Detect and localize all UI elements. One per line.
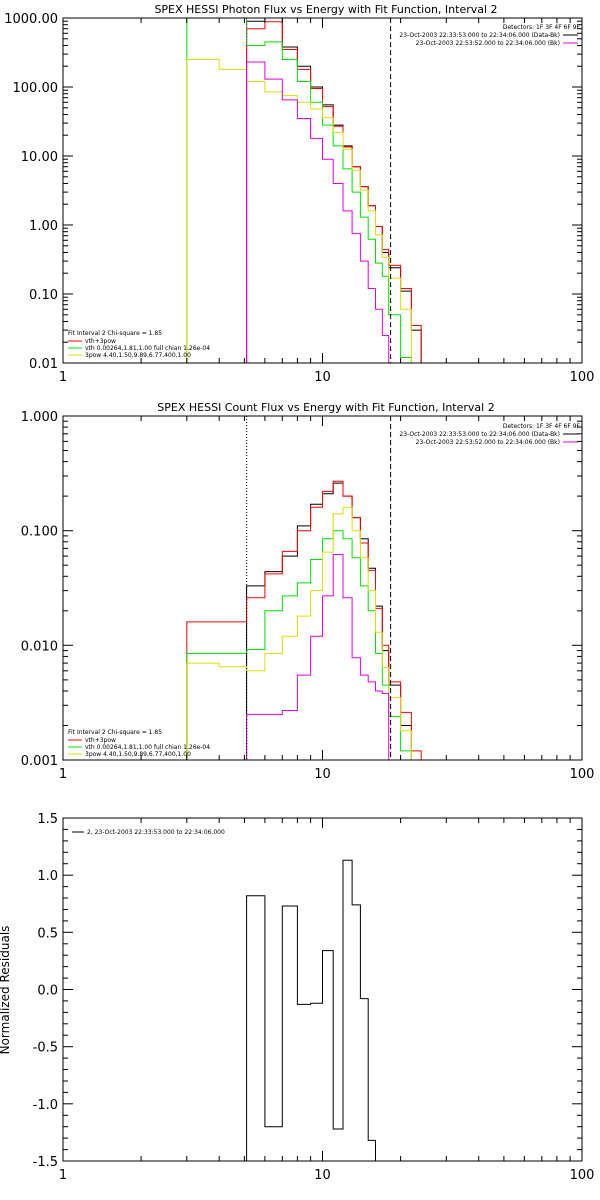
photon-y-tick-label: 10.00 xyxy=(21,150,58,165)
count-chart-title: SPEX HESSI Count Flux vs Energy with Fit… xyxy=(157,401,494,414)
count-series-black xyxy=(246,482,412,760)
count-legend-vth: vth 0.00264,1.81,1.00 full chian 1.26e-0… xyxy=(85,744,210,751)
photon-x-tick-label: 1 xyxy=(59,370,67,385)
photon-legend-pow: 3pow 4.40,1.50,9.89,6.77,400,1.00 xyxy=(85,352,191,359)
count-legend-pow: 3pow 4.40,1.50,9.89,6.77,400,1.00 xyxy=(85,751,191,758)
resid-plot-frame xyxy=(62,817,583,1162)
count-x-tick-label: 100 xyxy=(570,767,595,782)
photon-legend-total: vth+3pow xyxy=(85,338,116,345)
count-y-tick-label: 1.000 xyxy=(21,410,58,425)
count-series-red xyxy=(186,480,422,760)
resid-y-tick-label: -1.0 xyxy=(33,1098,58,1113)
resid-y-tick-label: 1.5 xyxy=(37,812,58,827)
photon-plot-frame xyxy=(62,17,583,364)
count-time-bk-label: 23-Oct-2003 22:53:52.000 to 22:34:06.000… xyxy=(416,439,560,446)
count-flux-panel: SPEX HESSI Count Flux vs Energy with Fit… xyxy=(21,401,595,782)
resid-y-tick-label: 0.5 xyxy=(37,926,58,941)
photon-y-tick-label: 0.01 xyxy=(29,357,58,372)
resid-x-tick-label: 100 xyxy=(570,1168,595,1183)
count-fit-info: Fit Interval 2 Chi-square = 1.85 xyxy=(68,729,162,736)
count-series-green xyxy=(186,530,412,760)
photon-time-data-label: 23-Oct-2003 22:33:53.000 to 22:34:06.000… xyxy=(399,32,560,39)
photon-x-tick-label: 10 xyxy=(314,370,331,385)
photon-y-tick-label: 0.10 xyxy=(29,288,58,303)
count-axes: 1 10 100 0.001 0.010 0.100 1.000 xyxy=(21,410,595,782)
count-data xyxy=(186,416,422,760)
photon-data xyxy=(186,18,422,363)
photon-flux-panel: SPEX HESSI Photon Flux vs Energy with Fi… xyxy=(4,3,594,385)
resid-series-black xyxy=(246,859,401,1161)
count-plot-frame xyxy=(62,415,583,761)
count-x-tick-label: 1 xyxy=(59,767,67,782)
photon-fit-info: Fit Interval 2 Chi-square = 1.85 xyxy=(68,330,162,337)
photon-y-tick-label: 100.00 xyxy=(13,81,59,96)
resid-x-tick-label: 10 xyxy=(314,1168,331,1183)
residuals-panel: 1 10 100 -1.5 -1.0 -0.5 0.0 0.5 1.0 1.5 Normalize… xyxy=(0,812,594,1183)
photon-detectors-label: Detectors: 1F 3F 4F 6F 9F xyxy=(503,24,581,31)
photon-time-bk-label: 23-Oct-2003 22:53:52.000 to 22:34:06.000… xyxy=(416,40,560,47)
count-series-yellow xyxy=(186,506,412,760)
photon-series-red xyxy=(246,21,422,363)
photon-chart-title: SPEX HESSI Photon Flux vs Energy with Fi… xyxy=(154,3,497,16)
count-y-tick-label: 0.001 xyxy=(21,754,58,769)
photon-y-tick-label: 1.00 xyxy=(29,219,58,234)
count-legend-total: vth+3pow xyxy=(85,737,116,744)
count-series-magenta xyxy=(246,554,390,760)
count-x-tick-label: 10 xyxy=(314,767,331,782)
count-time-data-label: 23-Oct-2003 22:33:53.000 to 22:34:06.000… xyxy=(399,431,560,438)
resid-data xyxy=(246,859,401,1161)
count-y-tick-label: 0.010 xyxy=(21,639,58,654)
count-detectors-label: Detectors: 1F 3F 4F 6F 9F xyxy=(503,423,581,430)
photon-series-magenta xyxy=(246,61,390,363)
photon-legend-vth: vth 0.00264,1.81,1.00 full chian 1.26e-0… xyxy=(85,345,210,352)
count-y-tick-label: 0.100 xyxy=(21,525,58,540)
photon-series-yellow xyxy=(186,59,412,363)
resid-y-axis-label: Normalized Residuals xyxy=(0,926,12,1055)
resid-legend-text: 2, 23-Oct-2003 22:33:53.000 to 22:34:06.… xyxy=(87,829,225,836)
resid-y-tick-label: 1.0 xyxy=(37,869,58,884)
photon-series-green xyxy=(186,18,412,363)
resid-y-tick-label: -1.5 xyxy=(33,1155,58,1170)
photon-x-tick-label: 100 xyxy=(570,370,595,385)
photon-series-black xyxy=(246,18,422,363)
resid-y-tick-label: 0.0 xyxy=(37,984,58,999)
resid-x-tick-label: 1 xyxy=(59,1168,67,1183)
photon-axes: 1 10 100 0.01 0.10 1.00 10.00 100.00 1000.00 xyxy=(4,12,594,385)
photon-y-tick-label: 1000.00 xyxy=(4,12,58,27)
resid-y-tick-label: -0.5 xyxy=(33,1041,58,1056)
resid-axes: 1 10 100 -1.5 -1.0 -0.5 0.0 0.5 1.0 1.5 xyxy=(33,812,595,1183)
